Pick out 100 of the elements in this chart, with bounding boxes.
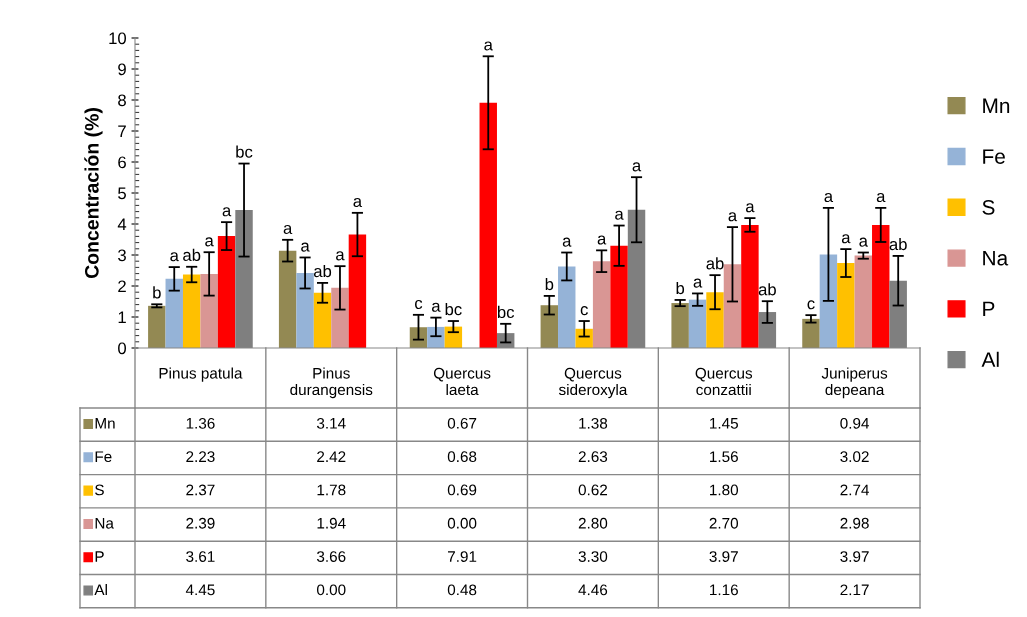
legend-label: Al: [981, 351, 999, 367]
data-label: a: [632, 162, 642, 172]
text: 0.48: [447, 584, 477, 596]
text: 3.14: [316, 417, 346, 429]
text: 2.63: [578, 451, 608, 463]
text: 1.56: [710, 451, 738, 463]
text: 3.97: [840, 551, 869, 562]
legend-label: Na: [983, 250, 1009, 266]
data-label: b: [676, 281, 685, 295]
text: 2.42: [317, 451, 346, 462]
y-tick-label: 5: [118, 187, 126, 200]
data-label: c: [415, 299, 423, 310]
x-tick-label: Quercus laeta: [433, 367, 491, 396]
text: 1.38: [579, 417, 608, 429]
text: 3.66: [316, 551, 346, 562]
text: 2.98: [840, 517, 869, 529]
x-tick-label: Juniperus depeana: [821, 367, 888, 399]
text: 3.97: [709, 551, 738, 562]
data-label: bc: [236, 145, 253, 158]
legend-label: P: [983, 301, 995, 317]
text: 4.45: [185, 584, 215, 596]
text: 4.46: [578, 584, 608, 596]
category-label: Na: [95, 517, 114, 529]
y-axis-title: Concentración (%): [84, 108, 103, 279]
text: 1.36: [186, 417, 215, 429]
text: 7.91: [448, 551, 477, 562]
data-label: a: [222, 207, 232, 217]
y-tick-label: 8: [118, 94, 126, 107]
data-label: c: [807, 300, 815, 310]
data-label: a: [693, 278, 703, 288]
text: 1.45: [710, 418, 738, 429]
text: 3.02: [840, 451, 869, 463]
data-label: ab: [889, 237, 907, 251]
data-label: a: [562, 237, 572, 247]
y-tick-label: 9: [118, 63, 126, 76]
data-label: a: [170, 252, 179, 262]
y-tick-label: 10: [109, 32, 127, 45]
legend-label: S: [982, 199, 995, 215]
y-tick-label: 7: [118, 125, 126, 138]
data-label: a: [728, 212, 738, 222]
text: 2.37: [186, 484, 215, 496]
text: 1.78: [317, 484, 346, 496]
data-label: ab: [313, 264, 332, 278]
text: 2.39: [186, 517, 215, 529]
text: 2.70: [709, 517, 739, 529]
data-label: a: [745, 203, 755, 213]
text: 0.69: [447, 484, 477, 496]
text: 2.80: [578, 517, 608, 529]
data-label: a: [876, 192, 886, 203]
y-tick-label: 6: [118, 156, 126, 169]
data-label: a: [597, 235, 607, 245]
data-label: a: [283, 224, 293, 235]
data-label: c: [580, 306, 588, 316]
data-label: a: [824, 192, 834, 203]
text: 3.61: [186, 551, 215, 562]
y-tick-label: 4: [117, 218, 127, 231]
data-label: a: [336, 251, 345, 261]
text: 1.16: [710, 584, 738, 596]
y-tick-label: 3: [118, 249, 126, 262]
text: 0.62: [578, 484, 608, 496]
data-label: bc: [445, 303, 462, 316]
y-tick-label: 2: [118, 280, 126, 293]
legend-label: Fe: [983, 149, 1005, 164]
text: 0.00: [316, 584, 346, 596]
data-label: a: [205, 237, 214, 247]
text: 0.94: [840, 417, 870, 429]
data-label: a: [841, 234, 851, 244]
text: 2.74: [840, 484, 870, 496]
text: 0.00: [447, 517, 477, 529]
legend-label: Mn: [983, 98, 1010, 113]
y-tick-label: 1: [118, 311, 126, 324]
text: 0.68: [447, 451, 477, 463]
data-label: a: [301, 242, 310, 252]
data-label: b: [153, 286, 161, 299]
text: 1.80: [710, 484, 739, 496]
category-label: Al: [94, 584, 107, 596]
y-tick-label: 0: [118, 342, 127, 355]
x-tick-label: Pinus durangensis: [290, 367, 373, 399]
data-label: a: [859, 237, 868, 247]
text: 1.94: [317, 517, 346, 529]
data-label: a: [431, 302, 441, 312]
x-tick-label: Pinus patula: [159, 367, 243, 382]
category-label: S: [95, 484, 104, 496]
x-tick-label: Quercus conzattii: [695, 367, 753, 396]
text: 2.23: [186, 451, 215, 463]
data-label: ab: [758, 283, 776, 296]
data-label: ab: [706, 257, 724, 270]
text: 2.17: [840, 584, 869, 596]
category-label: P: [95, 551, 104, 562]
data-label: b: [545, 277, 554, 291]
data-label: ab: [183, 248, 201, 262]
text: 0.67: [447, 417, 477, 429]
data-label: a: [353, 197, 363, 208]
category-label: Fe: [95, 451, 112, 463]
text: 3.30: [578, 551, 608, 562]
category-label: Mn: [95, 418, 115, 429]
data-label: bc: [497, 305, 515, 319]
data-label: a: [615, 210, 624, 220]
x-tick-label: Quercus sideroxyla: [558, 367, 628, 399]
data-label: a: [484, 41, 493, 51]
